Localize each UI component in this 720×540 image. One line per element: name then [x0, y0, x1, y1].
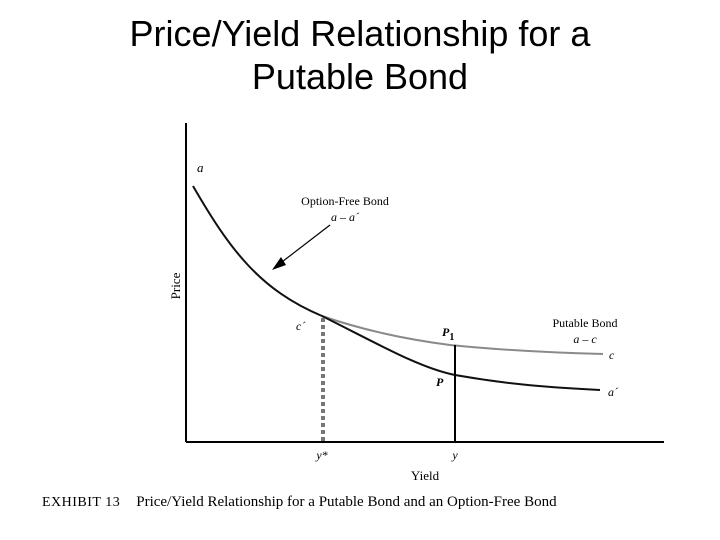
putable-label: Putable Bond: [553, 316, 618, 330]
y-axis-label: Price: [168, 272, 183, 299]
point-a-label: a: [197, 160, 204, 175]
p1-label: P1: [442, 325, 454, 343]
point-c-label: c: [609, 348, 615, 362]
slide-title-line2: Putable Bond: [251, 56, 469, 97]
putable-range: a – c: [573, 332, 597, 346]
point-c-prime-label: c´: [296, 319, 306, 333]
putable-bond-curve: [321, 315, 604, 355]
slide-title: Price/Yield Relationship for a Putable B…: [0, 12, 720, 98]
x-axis-label: Yield: [411, 468, 440, 483]
slide-title-line1: Price/Yield Relationship for a: [129, 13, 591, 54]
option-free-bond-curve: [192, 185, 601, 391]
y-star-tick-label: y*: [315, 448, 327, 462]
exhibit-number: EXHIBIT 13: [42, 495, 121, 510]
point-a-prime-label: a´: [608, 385, 619, 399]
y-tick-label: y: [451, 448, 458, 462]
exhibit-caption: EXHIBIT 13 Price/Yield Relationship for a…: [42, 494, 702, 511]
exhibit-caption-text: Price/Yield Relationship for a Putable B…: [136, 494, 557, 510]
option-free-arrow-line: [277, 224, 331, 266]
option-free-range: a – a´: [331, 210, 360, 224]
p-label: P: [436, 375, 444, 389]
option-free-label: Option-Free Bond: [301, 194, 389, 208]
option-free-arrow-head: [272, 257, 286, 270]
